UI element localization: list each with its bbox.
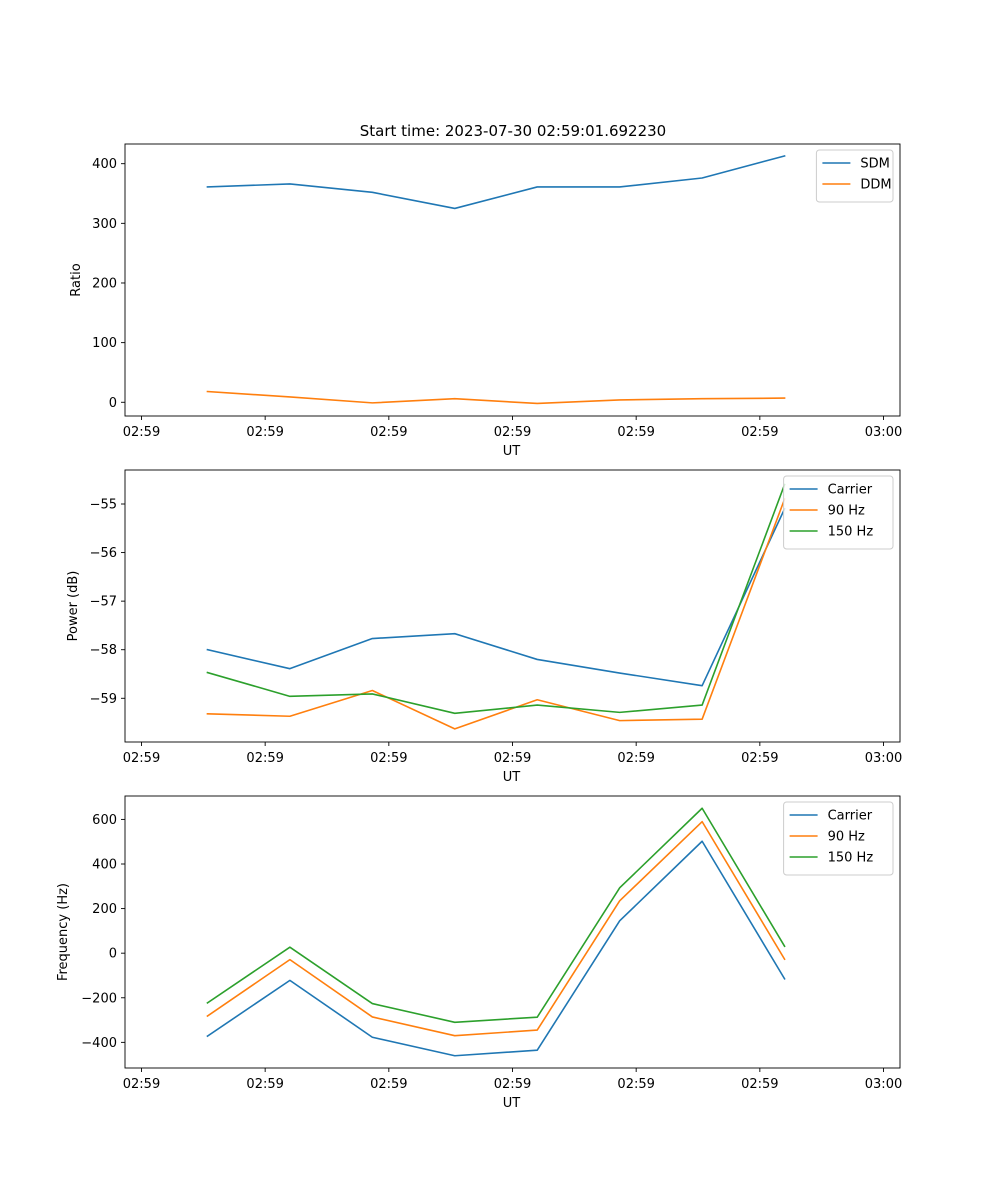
subplot-3: 02:59 02:59 02:59 02:59 02:59 02:59 03:00 600 40… (56, 795, 902, 1111)
y-tick-label: −59 (90, 692, 117, 707)
x-tick-label: 02:59 (617, 1077, 654, 1092)
x-tick-label: 02:59 (123, 1077, 160, 1092)
series-line-ddm (206, 390, 786, 405)
y-tick-label: −56 (90, 546, 117, 561)
x-tick-label: 02:59 (494, 425, 531, 440)
y-tick-label: 0 (109, 396, 117, 411)
y-tick-label: −58 (90, 643, 117, 658)
x-tick-label: 02:59 (494, 751, 531, 766)
series-line-150-hz (206, 807, 786, 1024)
x-axis-label: UT (503, 770, 521, 785)
series-line-carrier (206, 507, 786, 687)
x-tick-label: 02:59 (494, 1077, 531, 1092)
legend-label: 150 Hz (828, 851, 874, 866)
legend-label: 150 Hz (828, 525, 874, 540)
subplot-2: 02:59 02:59 02:59 02:59 02:59 02:59 03:00 −55 −5… (66, 469, 902, 785)
series-lines (206, 483, 786, 730)
x-axis-label: UT (503, 444, 521, 459)
y-tick-label: 300 (92, 217, 117, 232)
series-lines (206, 154, 786, 405)
legend: Carrier 90 Hz 150 Hz (783, 475, 894, 550)
y-tick-label: 400 (92, 858, 117, 873)
x-tick-label: 02:59 (370, 1077, 407, 1092)
x-tick-label: 02:59 (741, 425, 778, 440)
x-axis-label: UT (503, 1096, 521, 1111)
y-tick-label: 600 (92, 813, 117, 828)
x-tick-label: 02:59 (741, 751, 778, 766)
y-axis-label: Frequency (Hz) (56, 883, 71, 981)
series-line-90-hz (206, 498, 786, 730)
x-tick-label: 03:00 (865, 425, 902, 440)
y-tick-label: −57 (90, 595, 117, 610)
y-axis-label: Power (dB) (66, 571, 81, 642)
legend-label: 90 Hz (828, 830, 865, 845)
panels: 02:59 02:59 02:59 02:59 02:59 02:59 03:00 0 100 2… (56, 143, 902, 1111)
legend-label: SDM (860, 157, 889, 172)
x-tick-label: 03:00 (865, 1077, 902, 1092)
legend-label: DDM (860, 178, 891, 193)
y-tick-label: −200 (81, 991, 117, 1006)
legend: Carrier 90 Hz 150 Hz (783, 801, 894, 876)
x-tick-label: 02:59 (246, 751, 283, 766)
series-line-150-hz (206, 483, 786, 715)
subplot-1: 02:59 02:59 02:59 02:59 02:59 02:59 03:00 0 100 2… (69, 143, 902, 459)
x-tick-label: 02:59 (123, 751, 160, 766)
x-tick-label: 02:59 (617, 425, 654, 440)
x-tick-label: 02:59 (246, 1077, 283, 1092)
y-tick-label: 100 (92, 336, 117, 351)
x-tick-label: 02:59 (370, 751, 407, 766)
y-tick-label: 400 (92, 157, 117, 172)
legend-label: 90 Hz (828, 504, 865, 519)
legend-label: Carrier (828, 809, 873, 824)
x-tick-label: 03:00 (865, 751, 902, 766)
x-tick-label: 02:59 (123, 425, 160, 440)
x-tick-label: 02:59 (370, 425, 407, 440)
y-tick-label: 0 (109, 947, 117, 962)
y-tick-label: −55 (90, 498, 117, 513)
series-line-sdm (206, 154, 786, 210)
legend: SDM DDM (815, 149, 894, 203)
legend-label: Carrier (828, 483, 873, 498)
figure-title: Start time: 2023-07-30 02:59:01.692230 (360, 122, 666, 140)
x-tick-label: 02:59 (741, 1077, 778, 1092)
y-axis-label: Ratio (69, 263, 84, 296)
series-line-carrier (206, 840, 786, 1057)
x-tick-label: 02:59 (246, 425, 283, 440)
y-tick-label: 200 (92, 902, 117, 917)
x-tick-label: 02:59 (617, 751, 654, 766)
series-lines (206, 807, 786, 1057)
y-tick-label: 200 (92, 276, 117, 291)
series-line-90-hz (206, 820, 786, 1037)
y-tick-label: −400 (81, 1036, 117, 1051)
